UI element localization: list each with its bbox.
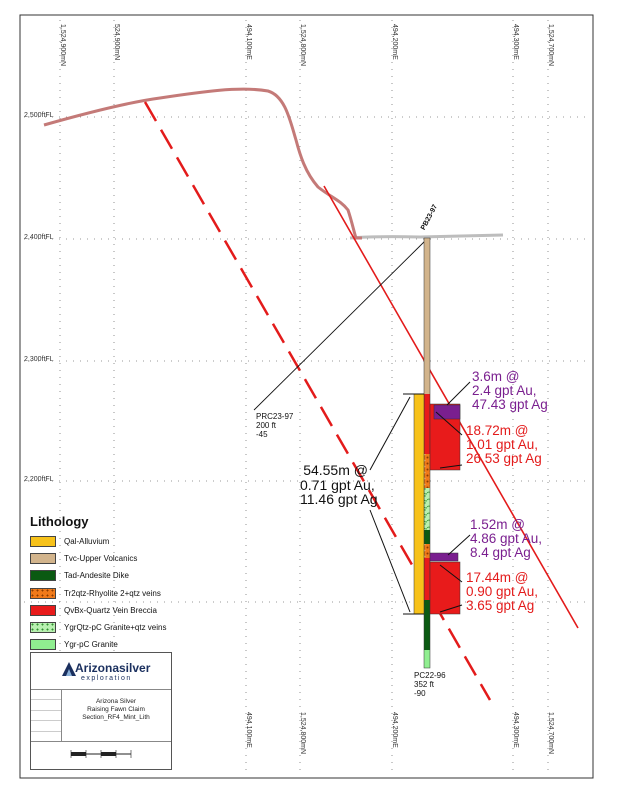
- title-block-fields: [31, 690, 62, 742]
- company-logo: Arizonasilver exploration: [61, 659, 150, 687]
- elevation-label-2400: 2,400ftFL: [24, 234, 54, 241]
- legend-swatch: [30, 622, 56, 634]
- hole-name: PC22-96: [414, 671, 446, 680]
- elevation-label-2500: 2,500ftFL: [24, 112, 54, 119]
- hole-length: 200 ft: [256, 420, 277, 430]
- elevation-label-2200: 2,200ftFL: [24, 476, 54, 483]
- lithology-legend: Lithology Qal-Alluvium Tvc-Upper Volcani…: [30, 514, 180, 653]
- map-frame: [19, 14, 594, 779]
- hole-label-pc22-96: PC22-96 352 ft -90: [414, 671, 446, 698]
- intercept-overall: 54.55m @ 0.71 gpt Au, 11.46 gpt Ag: [300, 462, 378, 508]
- topography-line: [43, 87, 362, 240]
- scale-bar-area: [31, 741, 171, 770]
- legend-label: Tad-Andesite Dike: [64, 571, 129, 581]
- project-section: Section_RF4_Mint_Lith: [82, 713, 150, 721]
- intercept-bar-lower-purple: [429, 552, 459, 562]
- bottom-coord-label-1: 494,100mE: [245, 712, 252, 748]
- legend-title: Lithology: [30, 514, 89, 529]
- bottom-coord-label-5: 1,524,700mN: [547, 712, 554, 755]
- legend-swatch: [30, 587, 56, 599]
- intercept-brackets: [403, 393, 424, 615]
- intercept-lower-red: 17.44m @ 0.90 gpt Au, 3.65 gpt Ag: [466, 570, 539, 614]
- title-block: Arizonasilver exploration Arizona Silver…: [30, 652, 172, 770]
- top-coord-label-1: 1,524,900mN: [59, 24, 66, 67]
- tb-field: [31, 690, 61, 701]
- legend-swatch: [30, 639, 56, 651]
- top-coord-label-5: 494,200mE: [391, 24, 398, 60]
- leader-lines: [369, 381, 471, 613]
- project-title: Arizona Silver Raising Fawn Claim Sectio…: [63, 698, 169, 721]
- leader-lower-red: [439, 564, 463, 583]
- hole-dip: -45: [256, 429, 268, 439]
- logo-subtitle: exploration: [81, 675, 132, 682]
- litho-tad-1: [424, 530, 430, 544]
- leader-overall-top: [369, 396, 411, 471]
- leader-lower-purple: [447, 534, 471, 556]
- litho-qvbx-2: [424, 558, 430, 600]
- tb-field: [31, 711, 61, 722]
- legend-swatch: [30, 536, 56, 548]
- bottom-coord-label-4: 494,300mE: [512, 712, 519, 748]
- legend-item-tr2qtz: Tr2qtz-Rhyolite 2+qtz veins: [30, 585, 180, 602]
- legend-label: Tvc-Upper Volcanics: [64, 554, 138, 564]
- hole-dip: -90: [414, 688, 426, 698]
- litho-tad-2: [424, 600, 430, 650]
- legend-label: Ygr-pC Granite: [64, 640, 118, 650]
- logo-wordmark: Arizonasilver: [75, 661, 151, 675]
- hole-name: PRC23-97: [256, 412, 294, 421]
- litho-tvc-upper: [424, 238, 430, 394]
- litho-tr2qtz-1: [424, 454, 430, 488]
- top-coord-label-3: 494,100mE: [245, 24, 252, 60]
- top-coord-label-7: 1,524,700mN: [547, 24, 554, 67]
- scale-bar: [70, 750, 132, 758]
- leader-overall-bottom: [369, 509, 411, 613]
- legend-swatch: [30, 570, 56, 582]
- bottom-coord-label-3: 494,200mE: [391, 712, 398, 748]
- bottom-coord-label-2: 1,524,800mN: [299, 712, 306, 755]
- leader-upper-purple: [446, 381, 471, 406]
- title-block-info: Arizona Silver Raising Fawn Claim Sectio…: [31, 689, 171, 742]
- leader-upper-red-2: [439, 464, 463, 469]
- intercept-lower-purple: 1.52m @ 4.86 gpt Au, 8.4 gpt Ag: [470, 517, 543, 561]
- logo-mark-icon: [62, 662, 76, 676]
- litho-ygr: [424, 650, 430, 668]
- litho-qvbx-1: [424, 394, 430, 454]
- legend-label: Qal-Alluvium: [64, 537, 110, 547]
- leader-upper-red: [435, 411, 463, 436]
- legend-swatch: [30, 604, 56, 616]
- tb-field: [31, 721, 61, 732]
- intercept-upper-purple: 3.6m @ 2.4 gpt Au, 47.43 gpt Ag: [472, 369, 548, 413]
- leader-lower-red-2: [439, 604, 463, 613]
- intercept-bar-lower-red: [429, 561, 461, 615]
- hole-label-prc23-97: PRC23-97 200 ft -45: [256, 412, 294, 439]
- legend-item-qal: Qal-Alluvium: [30, 533, 180, 550]
- legend-item-tad: Tad-Andesite Dike: [30, 567, 180, 584]
- collar-label-pb23-97: PB23-97: [420, 203, 440, 232]
- legend-item-tvc: Tvc-Upper Volcanics: [30, 550, 180, 567]
- top-coord-label-2: 524,900mN: [113, 24, 120, 61]
- tb-field: [31, 700, 61, 711]
- legend-label: Tr2qtz-Rhyolite 2+qtz veins: [64, 588, 161, 598]
- legend-label: QvBx-Quartz Vein Breccia: [64, 605, 157, 615]
- legend-swatch: [30, 553, 56, 565]
- fault-dashed: [143, 101, 492, 701]
- project-claim: Raising Fawn Claim: [87, 705, 145, 713]
- top-coord-label-4: 1,524,800mN: [299, 24, 306, 67]
- intercept-upper-red: 18.72m @ 1.01 gpt Au, 26.53 gpt Ag: [466, 423, 542, 467]
- hole-length: 352 ft: [414, 679, 435, 689]
- litho-ygrqtz: [424, 488, 430, 530]
- top-coord-label-6: 494,300mE: [512, 24, 519, 60]
- legend-item-ygrqtz: YgrQtz-pC Granite+qtz veins: [30, 619, 180, 636]
- legend-item-ygr: Ygr-pC Granite: [30, 636, 180, 653]
- legend-label: YgrQtz-pC Granite+qtz veins: [64, 623, 167, 633]
- elevation-label-2300: 2,300ftFL: [24, 356, 54, 363]
- project-company: Arizona Silver: [95, 698, 137, 705]
- litho-tr2qtz-2: [424, 544, 430, 558]
- legend-item-qvbx: QvBx-Quartz Vein Breccia: [30, 602, 180, 619]
- hole-trace-prc23-97: [253, 239, 427, 411]
